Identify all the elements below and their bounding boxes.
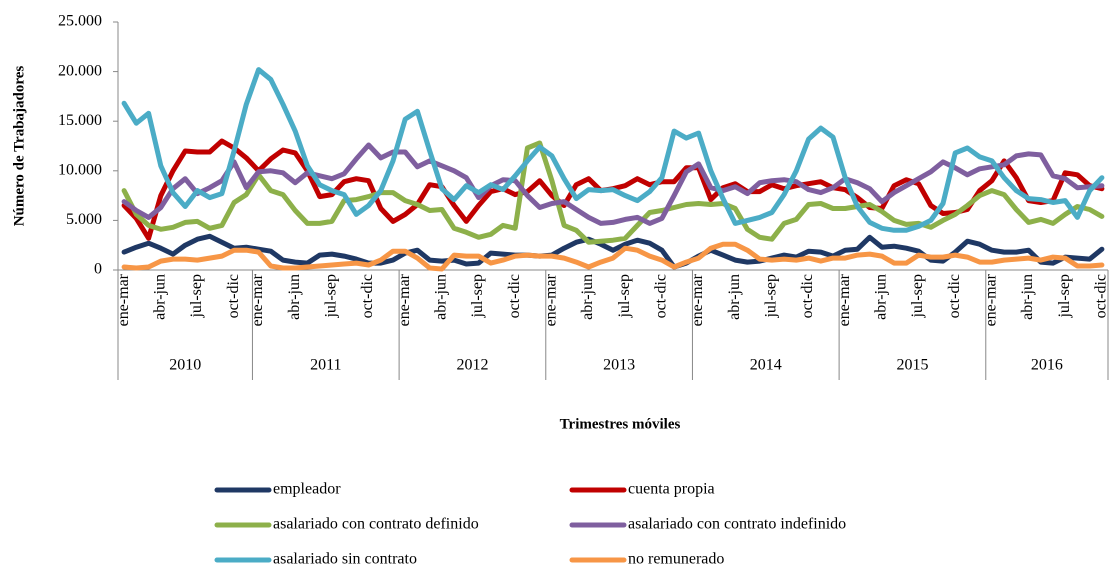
y-tick-label: 10.000	[58, 161, 102, 178]
x-tick-label: oct-dic	[225, 274, 242, 318]
series-line	[121, 241, 1105, 272]
legend-label: empleador	[273, 481, 341, 498]
x-tick-label: jul-sep	[469, 274, 486, 319]
y-tick-label: 15.000	[58, 112, 102, 129]
legend-label: no remunerado	[628, 551, 724, 568]
x-group-label: 2010	[169, 357, 201, 374]
series-line	[121, 233, 1105, 270]
x-axis-title: Trimestres móviles	[560, 416, 681, 432]
x-tick-label: ene-mar	[396, 273, 413, 326]
x-tick-label: abr-jun	[1019, 274, 1036, 320]
series-line	[121, 140, 1105, 245]
y-tick-label: 25.000	[58, 13, 102, 30]
y-tick-label: 0	[94, 261, 102, 278]
x-tick-label: jul-sep	[616, 274, 633, 319]
x-tick-label: oct-dic	[799, 274, 816, 318]
x-group-label: 2014	[750, 357, 782, 374]
x-tick-label: jul-sep	[188, 274, 205, 319]
x-tick-label: oct-dic	[1093, 274, 1110, 318]
x-tick-label: abr-jun	[873, 274, 890, 320]
x-tick-label: jul-sep	[909, 274, 926, 319]
x-group-label: 2013	[603, 357, 635, 374]
x-tick-label: oct-dic	[653, 274, 670, 318]
x-tick-label: ene-mar	[543, 273, 560, 326]
y-tick-label: 20.000	[58, 62, 102, 79]
x-tick-label: abr-jun	[151, 274, 168, 320]
x-tick-label: abr-jun	[579, 274, 596, 320]
x-tick-label: jul-sep	[1056, 274, 1073, 319]
x-tick-label: oct-dic	[946, 274, 963, 318]
y-axis-title: Número de Trabajadores	[11, 66, 27, 227]
legend-label: asalariado sin contrato	[273, 551, 417, 568]
series-line	[121, 67, 1105, 233]
x-tick-label: abr-jun	[433, 274, 450, 320]
x-tick-label: oct-dic	[359, 274, 376, 318]
x-group-label: 2015	[896, 357, 928, 374]
x-group-label: 2012	[456, 357, 488, 374]
x-tick-label: ene-mar	[249, 273, 266, 326]
x-tick-label: abr-jun	[286, 274, 303, 320]
x-tick-label: ene-mar	[689, 273, 706, 326]
series-line	[121, 142, 1105, 226]
x-tick-label: jul-sep	[763, 274, 780, 319]
legend-label: asalariado con contrato definido	[273, 516, 479, 533]
legend-label: cuenta propia	[628, 481, 715, 498]
x-group-label: 2011	[310, 357, 341, 374]
y-tick-label: 5.000	[66, 211, 102, 228]
x-tick-label: oct-dic	[506, 274, 523, 318]
x-tick-label: abr-jun	[726, 274, 743, 320]
legend-label: asalariado con contrato indefinido	[628, 516, 846, 533]
x-tick-label: jul-sep	[323, 274, 340, 319]
x-tick-label: ene-mar	[115, 273, 132, 326]
x-tick-label: ene-mar	[983, 273, 1000, 326]
x-group-label: 2016	[1031, 357, 1063, 374]
x-tick-label: ene-mar	[836, 273, 853, 326]
